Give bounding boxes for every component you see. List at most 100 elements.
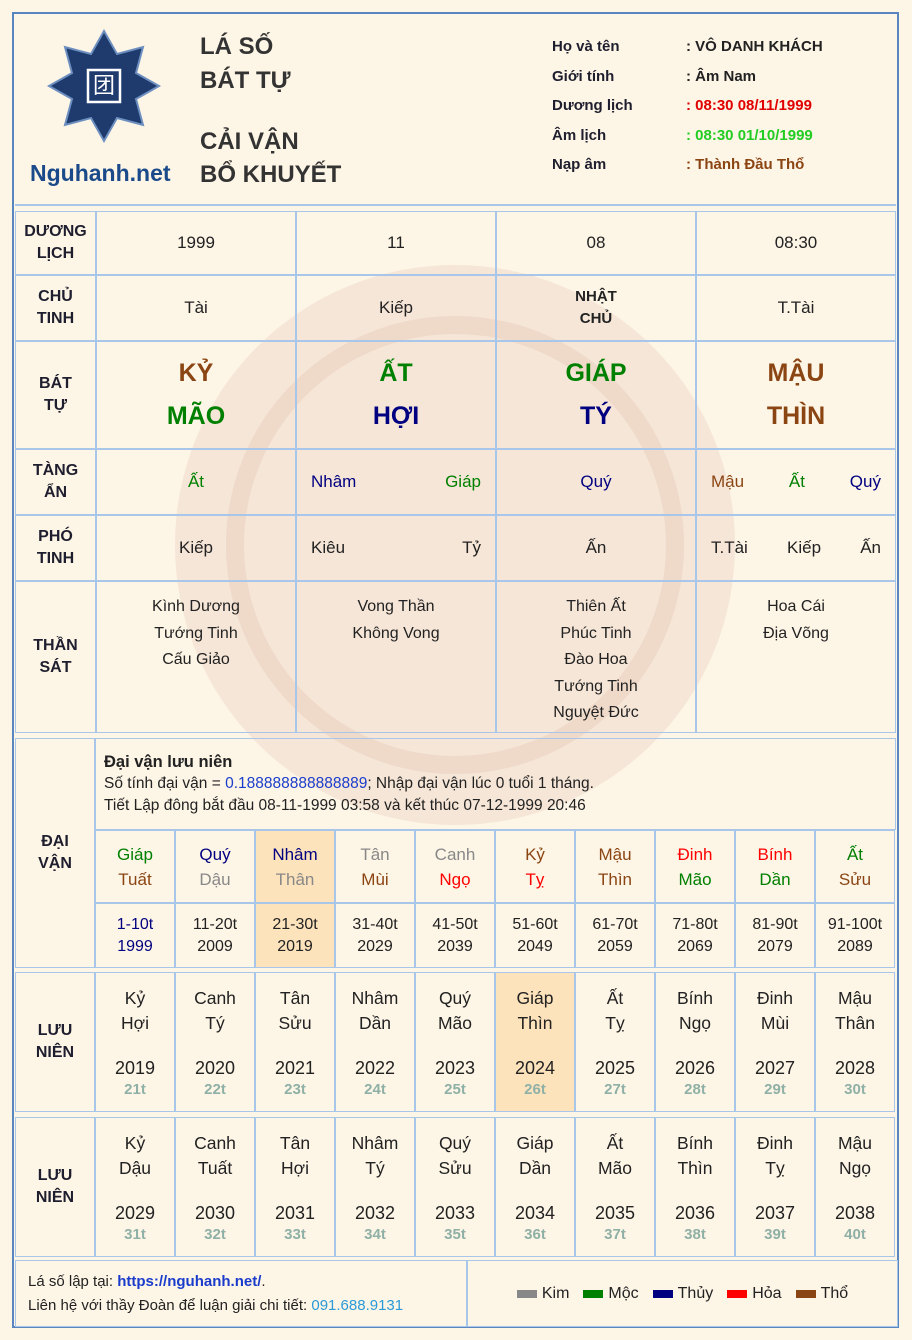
pillar-cell: Ấn [496,515,696,581]
dai-van-line: Số tính đại vận = 0.188888888888889; Nhậ… [104,773,594,795]
label-line: TINH [36,310,75,327]
info-label: Họ và tên [552,38,620,55]
year-cell: Nhâm Dần 2022 24t [335,972,415,1112]
year-number: 2031 [274,1203,316,1223]
dai-van-line: Tiết Lập đông bắt đầu 08-11-1999 03:58 v… [104,797,586,814]
year-branch: Thìn [677,1158,713,1178]
label-line: SÁT [39,659,72,676]
year-stem: Giáp [516,1133,554,1153]
cycle-ages: 51-60t [512,915,558,933]
year-stem: Ất [606,988,624,1008]
pillar-cell: NHẬT CHỦ [496,275,696,341]
year-number: 2034 [514,1203,556,1223]
year-branch: Mão [597,1158,633,1178]
year-cell: Ất Tỵ 2025 27t [575,972,655,1112]
year-number: 2024 [514,1058,556,1078]
cycle-branch: Thìn [597,869,633,889]
pillar-text: GIÁP [565,359,627,387]
legend-swatch [583,1289,604,1298]
link[interactable]: https://nguhanh.net/ [117,1272,262,1290]
pillar-text: Nhâm [311,472,357,491]
pillar-text: MẬU [767,359,825,387]
cycle-stem: Mậu [598,844,632,864]
legend-name: Mộc [608,1284,639,1302]
cycle-ages: 81-90t [752,915,798,933]
pillar-text: Kiếp [787,538,822,557]
year-number: 2035 [594,1203,636,1223]
pillar-cell: GIÁP TÝ [496,341,696,449]
pillar-text: Kiếp [178,538,214,557]
year-stem: Bính [677,988,713,1008]
year-number: 2032 [354,1203,396,1223]
text: Số tính đại vận = [104,775,226,792]
row-label: DƯƠNG LỊCH [15,211,96,275]
year-stem: Canh [194,1133,236,1153]
cycle-year: 2019 [277,937,313,955]
year-number: 2036 [674,1203,716,1223]
year-number: 2025 [594,1058,636,1078]
info-value: : Âm Nam [686,67,757,85]
year-cell: Quý Sửu 2033 35t [415,1117,495,1257]
year-number: 2022 [354,1058,396,1078]
cycle-ages: 71-80t [672,915,718,933]
year-number: 2037 [754,1203,796,1223]
pillar-text: Thiên Ất [566,598,626,615]
title-line: BÁT TỰ [200,67,291,94]
year-branch: Sửu [278,1013,312,1033]
year-age: 26t [524,1081,546,1098]
label-line: TÀNG [32,462,79,479]
year-number: 2029 [114,1203,156,1223]
pillar-cell: Thiên Ất Phúc Tinh Đào Hoa Tướng Tinh Nguyệt… [496,581,696,733]
pillar-text: Kiêu [311,538,346,557]
label-line: NIÊN [35,1189,75,1206]
cycle-age: 81-90t 2079 [735,903,815,968]
year-stem: Tân [279,1133,311,1153]
pillar-text: Nguyệt Đức [553,704,639,721]
pillar-text: NHẬT [575,288,617,305]
info-label: Giới tính [552,67,615,85]
cycle-ages: 91-100t [827,915,883,933]
year-branch: Mùi [760,1013,790,1033]
year-branch: Dậu [118,1158,152,1178]
info-value: : 08:30 01/10/1999 [686,126,813,144]
cycle-age: 11-20t 2009 [175,903,255,968]
cycle-age: 71-80t 2069 [655,903,735,968]
number: 0.188888888888889 [225,775,368,792]
pillar-text: ẤT [379,359,413,387]
text: . [261,1272,266,1290]
cycle-branch: Sửu [838,869,872,889]
year-stem: Đinh [757,1133,793,1153]
label-line: NIÊN [35,1044,75,1061]
year-branch: Tuất [197,1158,233,1178]
pillar-text: T.Tài [777,298,815,317]
pillar-cell: Hoa Cái Địa Võng [696,581,896,733]
year-stem: Nhâm [351,988,399,1008]
year-cell: Canh Tuất 2030 32t [175,1117,255,1257]
year-stem: Nhâm [351,1133,399,1153]
cycle-branch: Ngọ [439,869,471,889]
phone[interactable]: 091.688.9131 [311,1296,404,1314]
cycle-age: 1-10t 1999 [95,903,175,968]
cycle-stem: Tân [360,844,390,864]
title-line: LÁ SỐ [200,33,274,60]
pillar-text: CHỦ [579,310,613,327]
year-number: 2038 [834,1203,876,1223]
year-age: 27t [604,1081,626,1098]
cycle-branch: Dần [759,869,791,889]
year-branch: Ngọ [678,1013,712,1033]
cycle-pillar: Canh Ngọ [415,830,495,903]
cycle-age: 41-50t 2039 [415,903,495,968]
year-stem: Mậu [837,1133,873,1153]
cycle-age: 51-60t 2049 [495,903,575,968]
row-label: TÀNG ẨN [15,449,96,515]
cycle-ages: 41-50t [432,915,478,933]
pillar-text: Vong Thần [357,598,435,615]
watermark [175,265,735,825]
year-number: 2020 [194,1058,236,1078]
text: Liên hệ với thầy Đoàn để luận giải chi t… [28,1296,312,1314]
year-stem: Mậu [837,988,873,1008]
cycle-age: 21-30t 2019 [255,903,335,968]
year-cell: Tân Hợi 2031 33t [255,1117,335,1257]
cycle-year: 2059 [597,937,633,955]
label-line: DƯƠNG [24,223,87,240]
